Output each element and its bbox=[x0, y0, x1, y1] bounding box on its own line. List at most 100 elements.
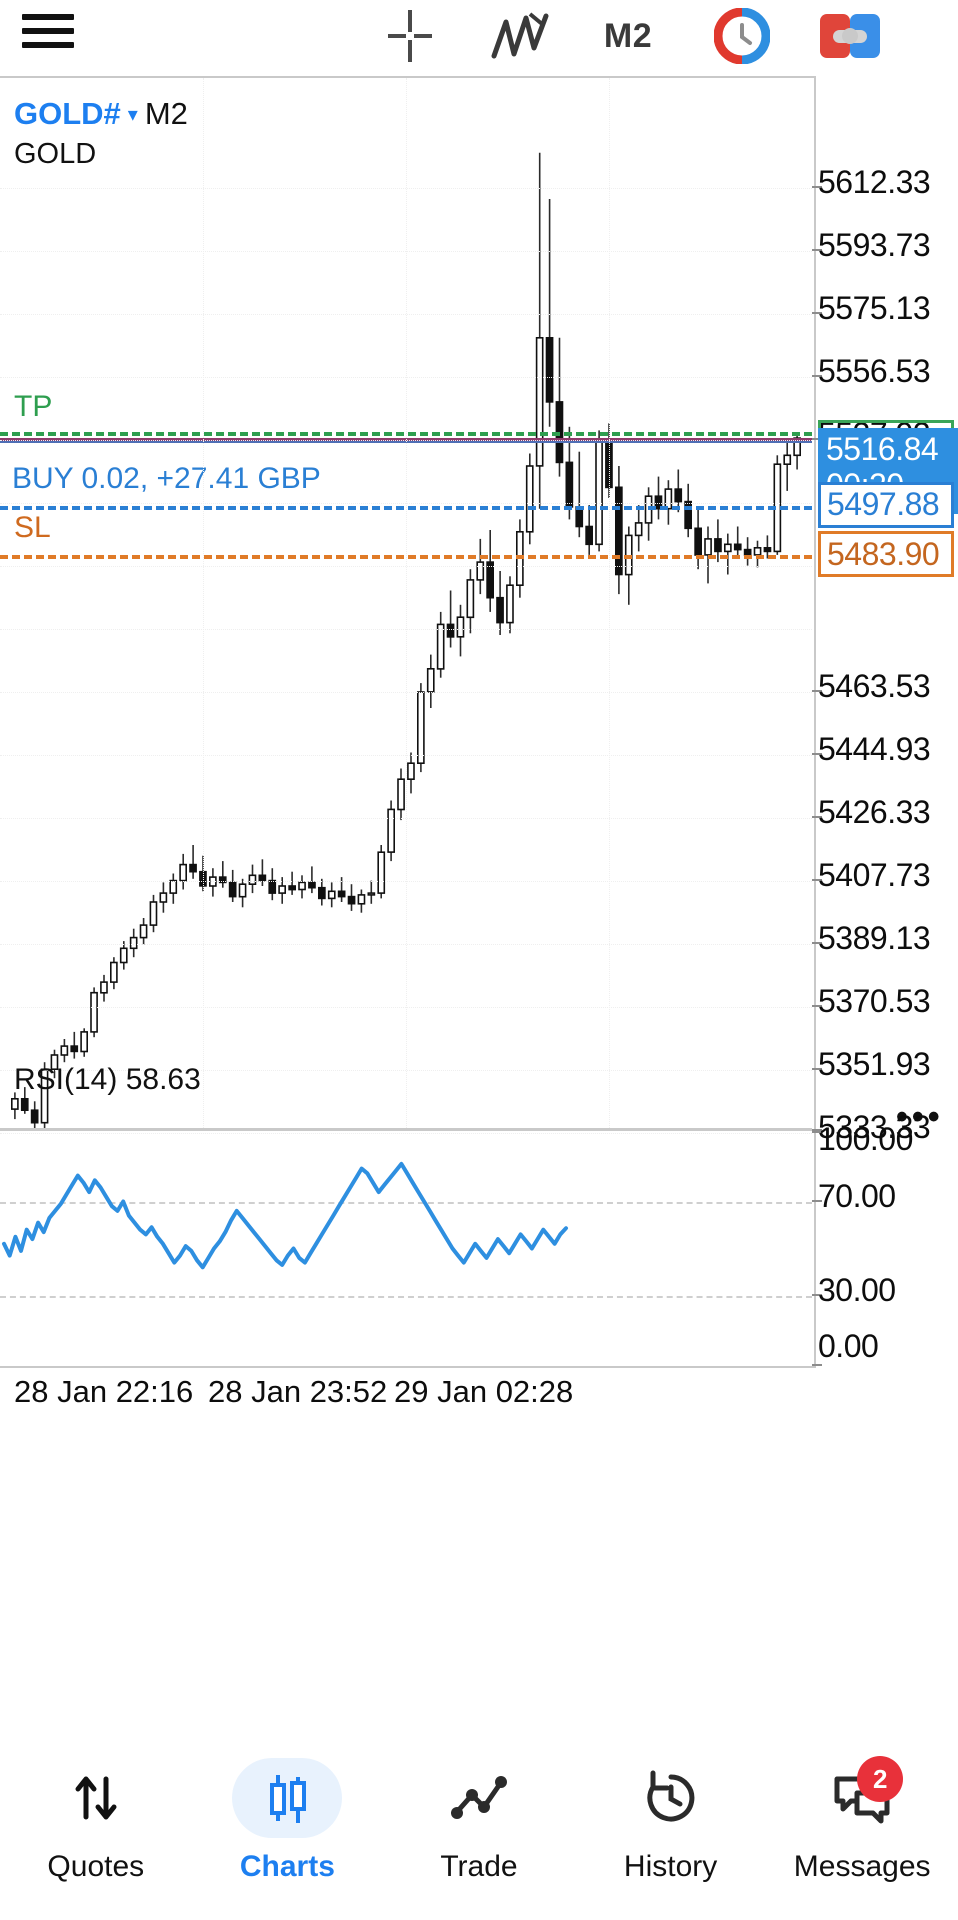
price-pane[interactable]: TP BUY 0.02, +27.41 GBP SL bbox=[0, 78, 812, 1134]
nav-item-label: Messages bbox=[793, 1850, 931, 1883]
axis-tick-mark bbox=[812, 375, 822, 377]
entry-price-value: 5497.88 bbox=[827, 486, 940, 523]
new-order-icon[interactable] bbox=[800, 0, 900, 72]
rsi-overbought-line bbox=[0, 1201, 812, 1204]
rsi-axis: 100.00 70.00 30.00 0.00 bbox=[812, 1121, 958, 1369]
nav-item-quotes[interactable]: Quotes bbox=[0, 1742, 192, 1920]
hamburger-menu-icon[interactable] bbox=[22, 11, 74, 51]
price-axis-tick: 5612.33 bbox=[818, 164, 931, 200]
indicators-icon[interactable] bbox=[470, 0, 570, 72]
nav-item-label: Quotes bbox=[47, 1850, 145, 1883]
grid-line bbox=[0, 251, 812, 252]
time-axis-label: 29 Jan 02:28 bbox=[394, 1374, 574, 1409]
nav-item-trade[interactable]: Trade bbox=[383, 1742, 575, 1920]
symbol-header[interactable]: GOLD# ▾ M2 GOLD bbox=[14, 96, 188, 171]
grid-line bbox=[0, 503, 812, 504]
rsi-axis-tick-mark bbox=[812, 1364, 822, 1366]
time-axis-label: 28 Jan 22:16 bbox=[14, 1374, 194, 1409]
indicators-glyph bbox=[491, 12, 549, 59]
axis-tick-mark bbox=[812, 312, 822, 314]
nav-item-charts[interactable]: Charts bbox=[192, 1742, 384, 1920]
price-axis-tick: 5370.53 bbox=[818, 983, 931, 1019]
price-axis-tick: 5463.53 bbox=[818, 668, 931, 704]
stop-loss-axis-box[interactable]: 5483.90 bbox=[818, 531, 954, 578]
axis-tick-mark bbox=[812, 438, 822, 440]
price-axis-tick: 5593.73 bbox=[818, 227, 931, 263]
rsi-pane[interactable] bbox=[0, 1131, 812, 1366]
axis-tick-mark bbox=[812, 1068, 822, 1070]
chat-bubbles-icon: 2 bbox=[807, 1756, 917, 1838]
axis-tick-mark bbox=[812, 879, 822, 881]
price-axis-tick: 5426.33 bbox=[818, 794, 931, 830]
grid-line bbox=[406, 78, 407, 1128]
take-profit-label: TP bbox=[14, 390, 53, 424]
grid-line bbox=[0, 1070, 812, 1071]
nav-item-history[interactable]: History bbox=[575, 1742, 767, 1920]
price-axis-tick: 5333.33 bbox=[818, 1109, 931, 1145]
axis-tick-mark bbox=[812, 1005, 822, 1007]
nav-item-label: Charts bbox=[239, 1850, 335, 1883]
axis-tick-mark bbox=[812, 186, 822, 188]
symbol-timeframe: M2 bbox=[144, 96, 188, 131]
symbol-description: GOLD bbox=[14, 138, 97, 170]
pane-divider bbox=[0, 1128, 812, 1131]
grid-line bbox=[0, 566, 812, 567]
rsi-oversold-line bbox=[0, 1295, 812, 1298]
chart-area[interactable]: TP BUY 0.02, +27.41 GBP SL bbox=[0, 76, 816, 1368]
time-axis-label: 28 Jan 23:52 bbox=[208, 1374, 388, 1409]
trading-session-clock-icon[interactable] bbox=[692, 0, 792, 72]
axis-tick-mark bbox=[812, 816, 822, 818]
price-axis-tick: 5351.93 bbox=[818, 1046, 931, 1082]
bottom-navigation: Quotes Charts Trade History 2 Messages bbox=[0, 1742, 958, 1920]
axis-tick-mark bbox=[812, 690, 822, 692]
axis-more-indicator[interactable]: ••• bbox=[896, 1098, 944, 1136]
entry-price-axis-box[interactable]: 5497.88 bbox=[818, 481, 954, 528]
axis-tick-mark bbox=[812, 1131, 822, 1133]
rsi-axis-tick-mark bbox=[812, 1199, 822, 1202]
grid-line bbox=[0, 629, 812, 630]
grid-line bbox=[0, 1133, 812, 1134]
chevron-down-icon[interactable]: ▾ bbox=[127, 103, 138, 126]
grid-line bbox=[0, 377, 812, 378]
rsi-axis-tick: 70.00 bbox=[818, 1177, 896, 1214]
crosshair-glyph bbox=[388, 10, 432, 62]
price-axis-tick: 5389.13 bbox=[818, 920, 931, 956]
timeframe-label: M2 bbox=[603, 16, 653, 55]
candlestick-icon bbox=[232, 1758, 343, 1838]
grid-line bbox=[0, 818, 812, 819]
grid-line bbox=[0, 692, 812, 693]
rsi-axis-tick: 100.00 bbox=[818, 1121, 913, 1157]
price-axis-tick: 5407.73 bbox=[818, 857, 931, 893]
price-axis-tick: 5444.93 bbox=[818, 731, 931, 767]
rsi-label: RSI(14) 58.63 bbox=[14, 1063, 201, 1096]
time-axis: 28 Jan 22:16 28 Jan 23:52 29 Jan 02:28 bbox=[0, 1374, 816, 1434]
rsi-axis-tick: 0.00 bbox=[818, 1328, 879, 1364]
grid-line bbox=[0, 188, 812, 189]
top-toolbar: M2 bbox=[0, 0, 958, 72]
nav-item-label: Trade bbox=[440, 1850, 518, 1883]
current-price-value: 5516.84 bbox=[826, 431, 939, 468]
rsi-axis-tick: 30.00 bbox=[818, 1271, 896, 1308]
stop-loss-label: SL bbox=[14, 511, 51, 545]
timeframe-button[interactable]: M2 bbox=[578, 0, 678, 72]
axis-tick-mark bbox=[812, 942, 822, 944]
price-axis[interactable]: 5500.70 5516.84 00:20 5497.88 5483.90 ••… bbox=[812, 76, 958, 1368]
stop-loss-value: 5483.90 bbox=[827, 535, 940, 572]
candlestick-series bbox=[11, 152, 801, 1132]
grid-line bbox=[203, 78, 204, 1128]
grid-line bbox=[0, 944, 812, 945]
grid-line bbox=[0, 881, 812, 882]
clock-glyph bbox=[714, 8, 770, 64]
symbol-code[interactable]: GOLD# bbox=[14, 96, 121, 131]
nav-item-label: History bbox=[623, 1850, 718, 1883]
messages-badge: 2 bbox=[857, 1756, 904, 1802]
price-axis-tick: 5556.53 bbox=[818, 353, 931, 389]
rsi-axis-tick-mark bbox=[812, 1129, 822, 1131]
grid-line bbox=[0, 1007, 812, 1008]
clock-history-icon bbox=[616, 1758, 726, 1838]
trade-line-icon bbox=[424, 1758, 534, 1838]
crosshair-icon[interactable] bbox=[360, 0, 460, 72]
grid-line bbox=[0, 440, 812, 441]
nav-item-messages[interactable]: 2 Messages bbox=[766, 1742, 958, 1920]
price-axis-tick: 5575.13 bbox=[818, 290, 931, 326]
